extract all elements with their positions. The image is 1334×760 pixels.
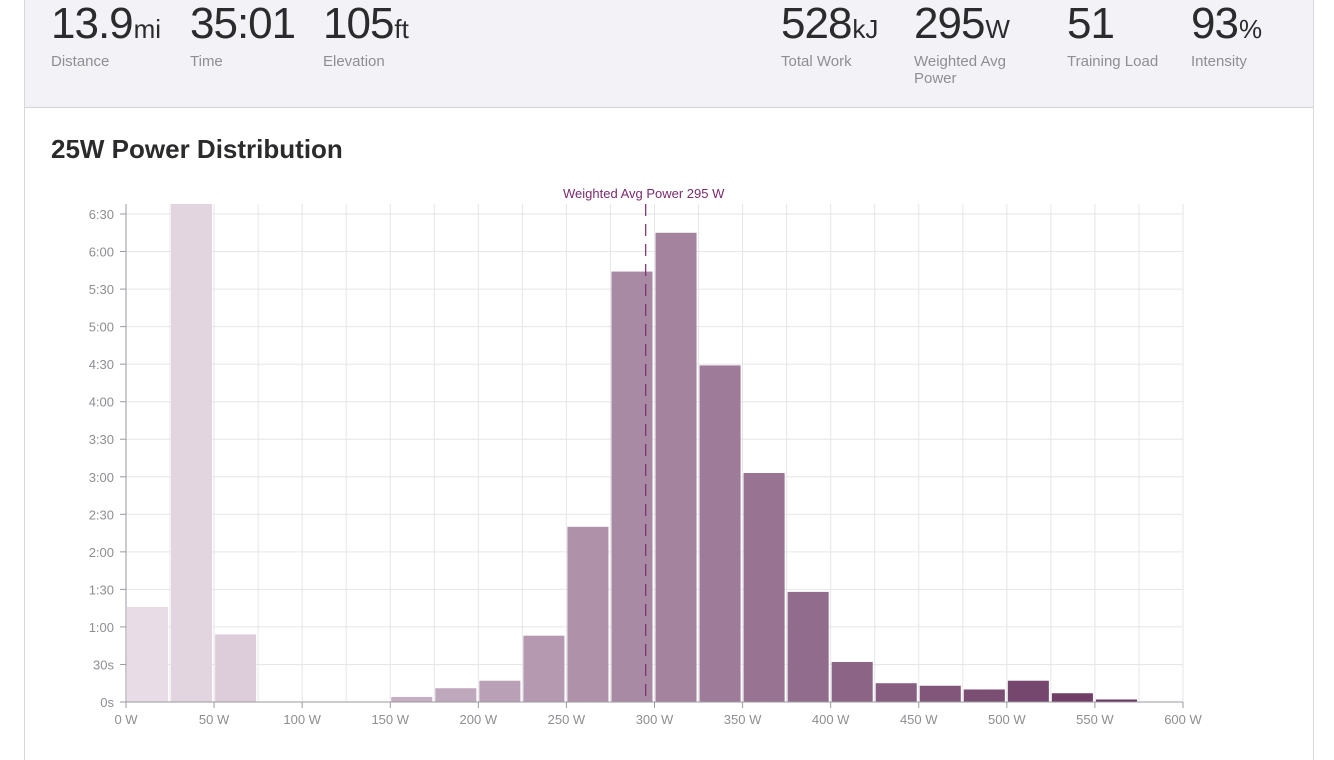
histogram-bar — [655, 232, 697, 702]
stat-unit: % — [1238, 14, 1263, 44]
histogram-bar — [1007, 680, 1049, 702]
stat-value: 35:01 — [190, 0, 296, 48]
workout-card: 13.9mi Distance 35:01 Time 105ft Elevati… — [24, 0, 1314, 760]
histogram-bar — [1051, 693, 1093, 702]
y-tick-label: 5:00 — [89, 320, 114, 335]
chart-title: 25W Power Distribution — [51, 134, 343, 164]
stat-value: 105 — [323, 0, 394, 48]
histogram-bar — [699, 365, 741, 702]
x-tick-label: 100 W — [283, 712, 321, 727]
x-tick-label: 300 W — [636, 712, 674, 727]
stat-value: 51 — [1067, 0, 1115, 48]
stat-value: 93 — [1191, 0, 1239, 48]
x-tick-label: 50 W — [199, 712, 230, 727]
y-tick-label: 4:00 — [89, 395, 114, 410]
stat-distance: 13.9mi Distance — [51, 0, 162, 71]
stat-unit: W — [985, 14, 1010, 44]
x-tick-label: 500 W — [988, 712, 1026, 727]
histogram-bar — [787, 591, 829, 702]
stat-weighted-avg-power: 295W Weighted Avg Power — [914, 0, 1029, 88]
histogram-bar — [215, 634, 257, 702]
histogram-bar — [963, 689, 1005, 702]
histogram-bar — [567, 526, 609, 702]
x-tick-label: 200 W — [460, 712, 498, 727]
y-tick-label: 30s — [93, 657, 114, 672]
x-tick-label: 450 W — [900, 712, 938, 727]
x-tick-label: 400 W — [812, 712, 850, 727]
histogram-bar — [127, 606, 169, 702]
stat-label: Intensity — [1191, 53, 1247, 70]
x-tick-label: 550 W — [1076, 712, 1114, 727]
stat-unit: kJ — [852, 14, 879, 44]
histogram-bar — [611, 271, 653, 702]
x-tick-label: 250 W — [548, 712, 586, 727]
y-tick-label: 1:30 — [89, 582, 114, 597]
weighted-avg-power-label: Weighted Avg Power 295 W — [563, 186, 725, 201]
stat-intensity: 93% Intensity — [1191, 0, 1263, 71]
histogram-bar — [919, 685, 961, 702]
histogram-bar — [523, 635, 565, 702]
x-tick-label: 0 W — [114, 712, 138, 727]
x-tick-label: 150 W — [371, 712, 409, 727]
stat-time: 35:01 Time — [190, 0, 296, 71]
histogram-bar — [1095, 699, 1137, 702]
y-tick-label: 0s — [100, 695, 114, 710]
y-tick-label: 2:30 — [89, 507, 114, 522]
histogram-bar — [171, 204, 213, 702]
y-tick-label: 5:30 — [89, 282, 114, 297]
stat-value: 295 — [914, 0, 985, 48]
stat-label: Weighted Avg Power — [914, 53, 1007, 87]
power-distribution-chart: 0s 30s 1:00 1:30 2:00 2:30 3:00 3:30 4:00 4:30 5:0… — [89, 186, 1203, 727]
stat-label: Total Work — [781, 53, 852, 70]
stats-bar: 13.9mi Distance 35:01 Time 105ft Elevati… — [25, 0, 1313, 108]
histogram-bar — [831, 661, 873, 702]
stat-value: 528 — [781, 0, 852, 48]
histogram-bar — [391, 696, 433, 702]
x-tick-label: 600 W — [1164, 712, 1202, 727]
y-tick-label: 3:00 — [89, 470, 114, 485]
stat-unit: ft — [394, 14, 409, 44]
y-tick-label: 6:00 — [89, 245, 114, 260]
y-tick-label: 4:30 — [89, 357, 114, 372]
stat-label: Distance — [51, 53, 110, 70]
y-tick-label: 1:00 — [89, 620, 114, 635]
histogram-bar — [743, 473, 785, 702]
y-tick-label: 6:30 — [89, 207, 114, 222]
histogram-bar — [875, 683, 917, 702]
x-tick-label: 350 W — [724, 712, 762, 727]
histogram-bar — [479, 680, 521, 702]
stat-value: 13.9 — [51, 0, 134, 48]
stat-elevation: 105ft Elevation — [323, 0, 409, 71]
stat-label: Elevation — [323, 53, 385, 70]
stat-label: Training Load — [1067, 53, 1159, 70]
stat-unit: mi — [133, 14, 162, 44]
y-tick-label: 3:30 — [89, 432, 114, 447]
y-tick-label: 2:00 — [89, 545, 114, 560]
stat-training-load: 51 Training Load — [1067, 0, 1159, 71]
stat-total-work: 528kJ Total Work — [781, 0, 879, 71]
stat-label: Time — [190, 53, 223, 70]
histogram-bar — [435, 688, 477, 702]
